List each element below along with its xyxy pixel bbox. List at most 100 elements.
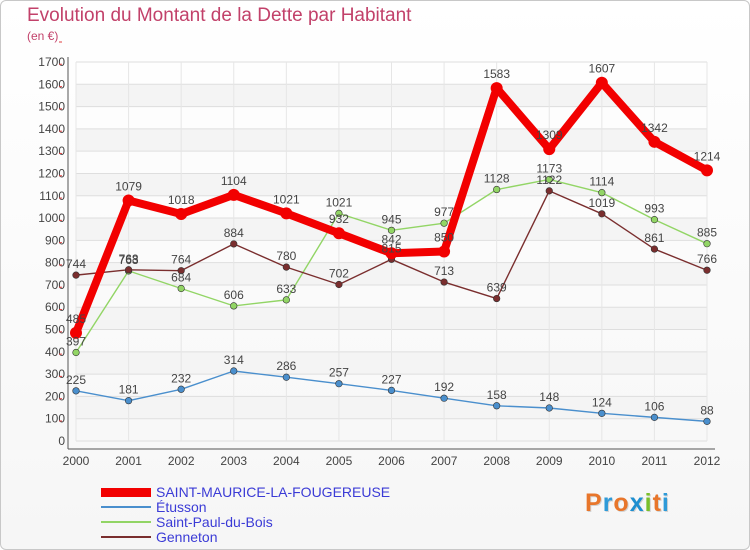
data-point xyxy=(335,380,343,388)
data-label: 606 xyxy=(224,288,244,302)
y-tick-label: 600 xyxy=(45,300,65,314)
data-point xyxy=(440,219,448,227)
data-point xyxy=(493,185,501,194)
data-label: 977 xyxy=(434,205,454,219)
data-label: 945 xyxy=(381,212,401,226)
legend-swatch xyxy=(101,521,151,523)
data-label: 257 xyxy=(329,366,349,380)
data-label: 1342 xyxy=(641,121,668,135)
data-point xyxy=(124,397,133,405)
series-layer xyxy=(70,76,713,425)
data-point xyxy=(335,209,343,217)
data-point xyxy=(650,413,659,421)
data-label: 1019 xyxy=(588,196,615,210)
data-label: 1583 xyxy=(483,67,510,81)
data-point xyxy=(598,409,606,417)
data-label: 861 xyxy=(644,231,664,245)
data-label: 1021 xyxy=(273,192,300,206)
legend-label: Étusson xyxy=(156,499,207,515)
data-label: 702 xyxy=(329,266,349,280)
data-point xyxy=(175,208,188,221)
data-label: 158 xyxy=(487,388,507,402)
line-chart: 0 100 200 300 400 500 600 700 800 900 1000 1100 1200… xyxy=(38,41,721,468)
y-tick-label: 400 xyxy=(45,345,65,359)
data-label: 1079 xyxy=(115,179,142,193)
data-point xyxy=(703,240,711,248)
x-tick-label: 2008 xyxy=(483,454,510,468)
data-label: 1309 xyxy=(536,128,563,142)
data-label: 885 xyxy=(697,226,717,240)
data-label: 286 xyxy=(276,359,296,373)
y-tick-label: 1400 xyxy=(38,122,65,136)
data-point xyxy=(230,240,238,248)
data-label: 124 xyxy=(592,395,612,409)
data-point xyxy=(385,247,398,260)
data-point xyxy=(387,386,396,394)
data-point xyxy=(598,210,606,218)
data-point xyxy=(332,227,345,240)
data-point xyxy=(493,402,501,410)
y-tick-label: 800 xyxy=(45,256,65,270)
data-point xyxy=(650,216,659,224)
data-point xyxy=(545,187,553,195)
data-point xyxy=(703,266,711,274)
data-point xyxy=(387,226,396,234)
legend-label: Saint-Paul-du-Bois xyxy=(156,514,273,530)
x-tick-label: 2002 xyxy=(168,454,195,468)
legend-label: Genneton xyxy=(156,529,218,545)
data-point xyxy=(227,188,240,201)
y-tick-label: 1200 xyxy=(38,166,65,180)
y-tick-label: 700 xyxy=(45,278,65,292)
data-label: 850 xyxy=(434,231,454,245)
data-label: 1214 xyxy=(694,149,721,163)
y-tick-label: 1000 xyxy=(38,211,65,225)
data-label: 713 xyxy=(434,264,454,278)
x-tick-label: 2003 xyxy=(220,454,247,468)
data-point xyxy=(72,387,80,395)
y-tick-label: 1300 xyxy=(38,144,65,158)
data-label: 766 xyxy=(697,252,717,266)
x-tick-label: 2000 xyxy=(63,454,90,468)
x-tick-label: 2007 xyxy=(431,454,458,468)
data-point xyxy=(543,143,556,156)
data-point xyxy=(122,194,135,207)
x-tick-label: 2010 xyxy=(588,454,615,468)
data-point xyxy=(598,189,606,197)
data-label: 232 xyxy=(171,371,191,385)
data-point xyxy=(440,278,448,286)
y-tick-label: 1500 xyxy=(38,100,65,114)
data-point xyxy=(335,280,343,289)
legend-swatch xyxy=(101,506,151,508)
data-label: 148 xyxy=(539,390,559,404)
data-label: 1128 xyxy=(484,172,510,186)
data-label: 1114 xyxy=(589,175,614,189)
logo-letter: P xyxy=(585,489,603,517)
data-point xyxy=(72,271,80,279)
data-point xyxy=(493,294,501,303)
data-label: 932 xyxy=(329,212,349,226)
x-tick-label: 2012 xyxy=(694,454,721,468)
data-point xyxy=(440,394,448,402)
data-point xyxy=(545,175,553,184)
data-labels: 225 181 232 314 286 257 227 192 158 148 124 106 88 39… xyxy=(66,62,721,418)
x-tick-label: 2009 xyxy=(536,454,563,468)
data-label: 397 xyxy=(66,334,86,348)
x-tick-label: 2006 xyxy=(378,454,405,468)
data-point xyxy=(124,266,133,274)
data-label: 225 xyxy=(66,373,86,387)
data-point xyxy=(177,284,185,293)
data-label: 1607 xyxy=(588,62,615,76)
data-label: 485 xyxy=(66,312,86,326)
data-point xyxy=(72,348,80,357)
y-tick-label: 100 xyxy=(45,412,65,426)
data-point xyxy=(701,164,713,177)
data-point xyxy=(230,302,238,310)
data-label: 106 xyxy=(644,399,664,413)
legend-label: SAINT-MAURICE-LA-FOUGEREUSE xyxy=(156,484,391,500)
data-point xyxy=(438,245,451,258)
logo-letter: r xyxy=(602,489,614,517)
x-tick-label: 2005 xyxy=(326,454,353,468)
data-label: 993 xyxy=(644,202,664,216)
data-label: 763 xyxy=(119,253,139,267)
data-point xyxy=(280,207,293,220)
